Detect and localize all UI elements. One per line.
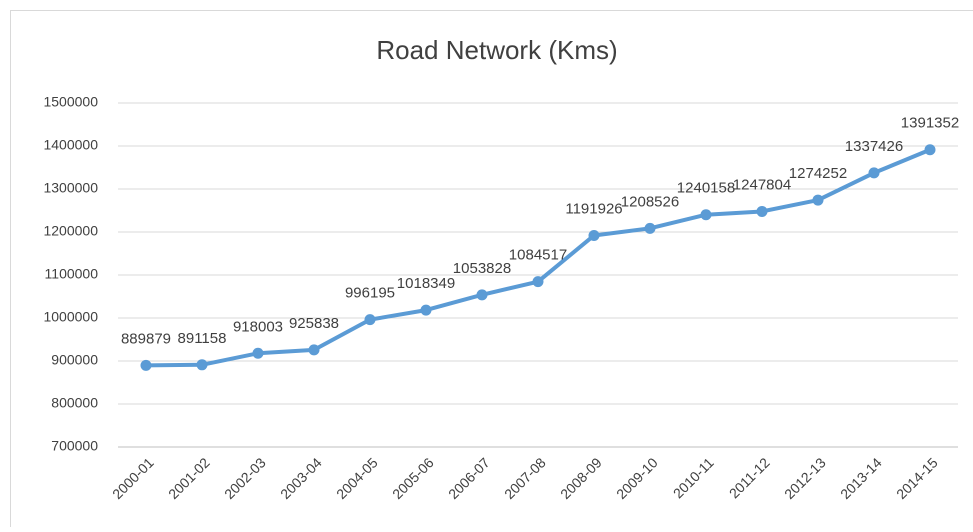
- data-label: 1191926: [565, 200, 622, 217]
- data-label: 996195: [345, 285, 395, 302]
- y-tick-label: 900000: [51, 352, 98, 368]
- y-tick-label: 1300000: [43, 180, 98, 196]
- point: [365, 314, 376, 325]
- data-label: 918003: [233, 318, 283, 335]
- data-label: 925838: [289, 315, 339, 332]
- point: [309, 344, 320, 355]
- data-label: 1053828: [453, 260, 511, 277]
- point: [197, 359, 208, 370]
- point: [757, 206, 768, 217]
- y-tick-label: 1100000: [45, 266, 99, 282]
- chart-title: Road Network (Kms): [376, 35, 617, 65]
- point: [645, 223, 656, 234]
- point: [589, 230, 600, 241]
- y-tick-label: 700000: [51, 438, 98, 454]
- data-label: 1084517: [509, 247, 567, 264]
- data-label: 889879: [121, 330, 171, 347]
- data-label: 1337426: [845, 138, 903, 155]
- point: [813, 195, 824, 206]
- data-label: 1018349: [397, 275, 455, 292]
- y-tick-label: 1400000: [43, 137, 98, 153]
- point: [253, 348, 264, 359]
- point: [925, 144, 936, 155]
- point: [701, 209, 712, 220]
- y-tick-label: 1000000: [43, 309, 98, 325]
- point: [477, 289, 488, 300]
- y-tick-label: 1200000: [43, 223, 98, 239]
- point: [869, 167, 880, 178]
- y-tick-label: 1500000: [43, 94, 98, 110]
- point: [421, 305, 432, 316]
- data-label: 891158: [178, 330, 227, 347]
- data-label: 1391352: [901, 115, 959, 132]
- y-tick-label: 800000: [51, 395, 98, 411]
- data-label: 1240158: [677, 180, 735, 197]
- data-label: 1274252: [789, 165, 847, 182]
- data-label: 1247804: [733, 176, 791, 193]
- point: [141, 360, 152, 371]
- point: [533, 276, 544, 287]
- data-label: 1208526: [621, 193, 679, 210]
